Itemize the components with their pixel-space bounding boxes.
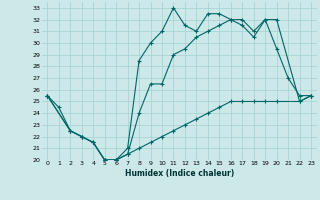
- X-axis label: Humidex (Indice chaleur): Humidex (Indice chaleur): [124, 169, 234, 178]
